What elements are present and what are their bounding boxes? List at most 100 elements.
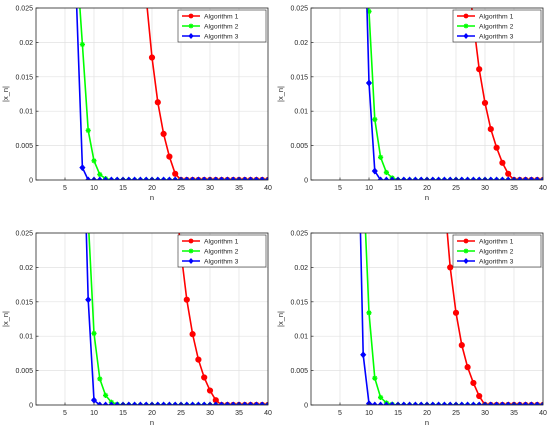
- data-point: [522, 401, 529, 405]
- data-point: [131, 401, 138, 405]
- y-tick-label: 0.015: [15, 74, 33, 81]
- data-point: [114, 401, 121, 405]
- data-point: [259, 176, 266, 180]
- y-tick-label: 0: [29, 178, 33, 185]
- x-tick-label: 35: [510, 185, 518, 192]
- y-tick-label: 0.025: [15, 231, 33, 238]
- data-point: [85, 296, 92, 304]
- data-point: [493, 401, 500, 405]
- data-point: [154, 99, 161, 106]
- data-point: [372, 375, 378, 381]
- data-point: [406, 176, 413, 180]
- data-point: [143, 176, 150, 180]
- series-line: [446, 233, 543, 405]
- legend-marker: [463, 13, 469, 19]
- x-tick-label: 40: [539, 185, 547, 192]
- y-tick-label: 0.01: [294, 334, 308, 341]
- data-point: [481, 99, 489, 107]
- chart-panel-1: 5 10 15 20 25 30 35 40 0 0.005 0.01 0.015 0.02 0.025 n…: [1, 6, 272, 203]
- data-point: [91, 330, 97, 337]
- data-point: [96, 176, 103, 180]
- data-point: [102, 401, 109, 405]
- x-tick-label: 10: [365, 410, 373, 417]
- data-point: [476, 392, 483, 400]
- data-point: [378, 154, 384, 160]
- legend-marker: [463, 258, 469, 264]
- data-point: [412, 176, 419, 180]
- y-tick-label: 0.01: [19, 109, 33, 116]
- data-point: [499, 176, 506, 180]
- y-tick-label: 0.01: [19, 334, 33, 341]
- data-point: [172, 170, 179, 177]
- x-tick-label: 10: [90, 410, 98, 417]
- legend-label: Algorithm 1: [479, 239, 514, 246]
- x-tick-label: 15: [119, 185, 127, 192]
- y-tick-label: 0.025: [290, 231, 308, 238]
- y-tick-label: 0.02: [19, 40, 33, 47]
- data-point: [201, 176, 208, 180]
- legend-label: Algorithm 1: [479, 14, 514, 21]
- x-tick-label: 35: [235, 185, 243, 192]
- data-point: [418, 401, 425, 405]
- x-tick-label: 25: [452, 185, 460, 192]
- data-point: [383, 169, 389, 176]
- data-point: [91, 158, 97, 164]
- legend-marker: [463, 23, 469, 29]
- data-point: [96, 401, 103, 405]
- data-point: [441, 176, 448, 180]
- data-point: [230, 401, 237, 405]
- x-tick-label: 40: [264, 410, 272, 417]
- x-axis-label: n: [150, 418, 154, 427]
- legend-marker: [463, 33, 469, 39]
- data-point: [97, 171, 103, 178]
- series-line: [146, 8, 268, 180]
- data-point: [102, 176, 109, 180]
- data-point: [137, 176, 144, 180]
- y-tick-label: 0.005: [15, 143, 33, 150]
- legend-label: Algorithm 3: [479, 34, 514, 41]
- x-tick-label: 15: [394, 410, 402, 417]
- data-point: [389, 176, 396, 180]
- data-point: [160, 176, 167, 180]
- data-point: [189, 331, 196, 338]
- data-point: [143, 401, 150, 405]
- data-point: [79, 41, 85, 48]
- x-tick-label: 25: [452, 410, 460, 417]
- legend-marker: [463, 238, 469, 244]
- x-tick-label: 10: [365, 185, 373, 192]
- series-3: [85, 233, 268, 405]
- data-point: [476, 66, 483, 73]
- x-tick-label: 35: [510, 410, 518, 417]
- data-point: [253, 176, 260, 180]
- data-point: [470, 176, 477, 180]
- x-tick-label: 30: [481, 410, 489, 417]
- data-point: [114, 176, 121, 180]
- legend-marker: [188, 258, 194, 264]
- data-point: [377, 401, 384, 405]
- data-point: [154, 176, 161, 180]
- y-tick-label: 0.015: [15, 299, 33, 306]
- data-point: [447, 264, 454, 271]
- data-point: [534, 401, 541, 405]
- y-tick-label: 0.02: [294, 265, 308, 272]
- y-tick-label: 0: [304, 178, 308, 185]
- data-point: [247, 401, 254, 405]
- data-point: [97, 376, 103, 382]
- data-point: [470, 401, 477, 405]
- data-point: [377, 176, 384, 180]
- x-tick-label: 15: [394, 185, 402, 192]
- legend-marker: [188, 13, 194, 19]
- y-axis-label: |x_n|: [276, 86, 285, 102]
- data-point: [241, 176, 248, 180]
- data-point: [360, 351, 367, 359]
- data-point: [539, 176, 543, 180]
- data-point: [212, 401, 219, 405]
- data-point: [224, 176, 231, 180]
- legend-label: Algorithm 2: [204, 249, 239, 256]
- data-point: [435, 401, 442, 405]
- data-point: [458, 401, 465, 405]
- x-axis-label: n: [425, 418, 429, 427]
- y-tick-label: 0.02: [294, 40, 308, 47]
- legend: Algorithm 1 Algorithm 2 Algorithm 3: [452, 9, 542, 43]
- legend: Algorithm 1 Algorithm 2 Algorithm 3: [452, 234, 542, 268]
